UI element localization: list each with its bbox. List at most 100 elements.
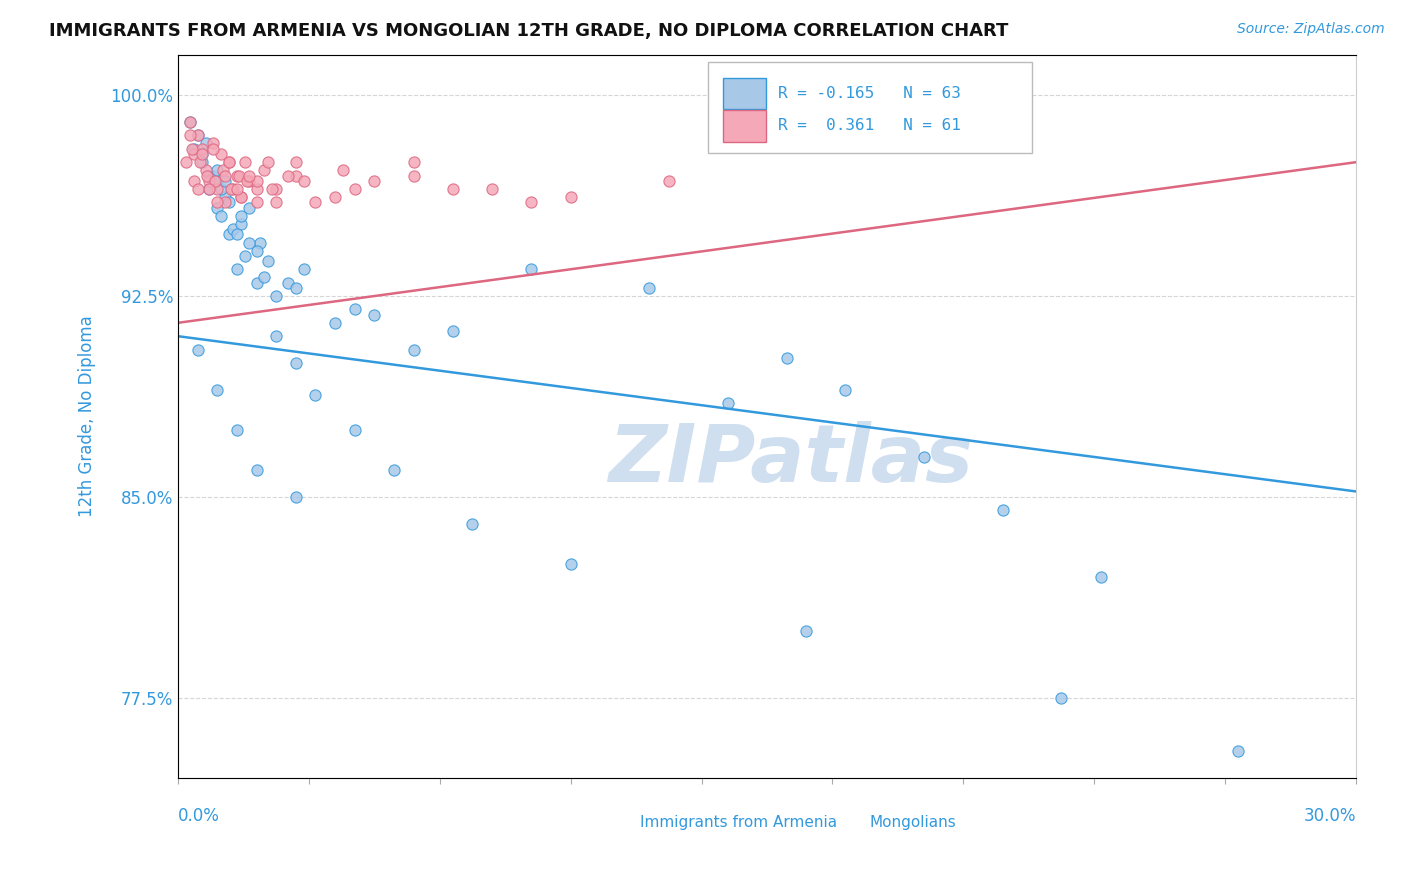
Point (717, 396, 740, 410)
Point (363, 174, 385, 188)
Point (292, 262, 315, 277)
Point (197, 169, 219, 183)
Point (238, 201, 260, 215)
Point (245, 195, 267, 210)
Point (245, 182, 267, 196)
Point (284, 155, 307, 169)
Point (775, 351, 797, 365)
Point (226, 182, 249, 196)
Text: 30.0%: 30.0% (1303, 806, 1355, 825)
Point (226, 227, 249, 242)
Point (520, 195, 543, 210)
Point (202, 142, 225, 156)
Point (207, 195, 229, 210)
Point (292, 174, 315, 188)
Point (222, 182, 245, 196)
Point (834, 383, 856, 397)
Point (284, 356, 307, 370)
Point (245, 174, 267, 188)
Point (214, 174, 236, 188)
Point (304, 195, 326, 210)
Text: ZIPatlas: ZIPatlas (607, 421, 973, 499)
Point (226, 169, 249, 183)
Point (226, 423, 249, 437)
Point (209, 147, 232, 161)
Point (183, 174, 205, 188)
Point (202, 169, 225, 183)
FancyBboxPatch shape (723, 110, 766, 142)
Point (190, 155, 212, 169)
Point (245, 244, 267, 258)
Point (183, 142, 205, 156)
Point (238, 169, 260, 183)
Point (174, 155, 197, 169)
Point (190, 147, 212, 161)
Point (264, 289, 287, 303)
Point (235, 174, 257, 188)
Point (218, 227, 240, 242)
Point (198, 182, 221, 196)
Point (560, 190, 582, 204)
Point (402, 169, 425, 183)
Point (794, 624, 817, 638)
Point (194, 163, 217, 178)
Point (198, 174, 221, 188)
Text: R =  0.361   N = 61: R = 0.361 N = 61 (778, 119, 960, 134)
Point (229, 209, 252, 223)
Point (190, 142, 212, 156)
Point (198, 182, 221, 196)
Point (343, 182, 366, 196)
Point (991, 503, 1014, 517)
Point (343, 302, 366, 317)
Point (187, 128, 209, 143)
Point (264, 182, 287, 196)
Point (1090, 570, 1112, 584)
Point (264, 195, 287, 210)
Point (188, 155, 211, 169)
Point (238, 174, 260, 188)
Point (245, 276, 267, 290)
Point (202, 136, 225, 151)
FancyBboxPatch shape (723, 78, 766, 110)
Point (209, 182, 232, 196)
Point (638, 281, 661, 295)
Point (481, 182, 503, 196)
FancyBboxPatch shape (600, 810, 634, 835)
Point (277, 169, 299, 183)
Point (179, 128, 201, 143)
Point (560, 557, 582, 571)
Point (187, 128, 209, 143)
Point (180, 142, 202, 156)
Point (194, 136, 217, 151)
Point (249, 235, 271, 250)
FancyBboxPatch shape (830, 810, 863, 835)
Point (198, 169, 221, 183)
Point (214, 195, 236, 210)
FancyBboxPatch shape (709, 62, 1032, 153)
Point (228, 169, 250, 183)
Point (229, 217, 252, 231)
Point (441, 324, 464, 338)
Point (207, 163, 229, 178)
Point (229, 190, 252, 204)
Point (183, 147, 205, 161)
Point (382, 463, 405, 477)
Y-axis label: 12th Grade, No Diploma: 12th Grade, No Diploma (79, 316, 96, 517)
Point (190, 147, 212, 161)
Point (214, 190, 236, 204)
Point (218, 155, 240, 169)
Point (245, 463, 267, 477)
Text: Mongolians: Mongolians (869, 815, 956, 830)
Point (207, 201, 229, 215)
Point (207, 383, 229, 397)
Point (441, 182, 464, 196)
Point (187, 343, 209, 357)
Point (1227, 744, 1250, 758)
Text: Source: ZipAtlas.com: Source: ZipAtlas.com (1237, 22, 1385, 37)
Point (257, 254, 280, 268)
Point (238, 235, 260, 250)
Point (323, 316, 346, 330)
Point (1050, 690, 1073, 705)
Point (284, 490, 307, 504)
Point (402, 343, 425, 357)
